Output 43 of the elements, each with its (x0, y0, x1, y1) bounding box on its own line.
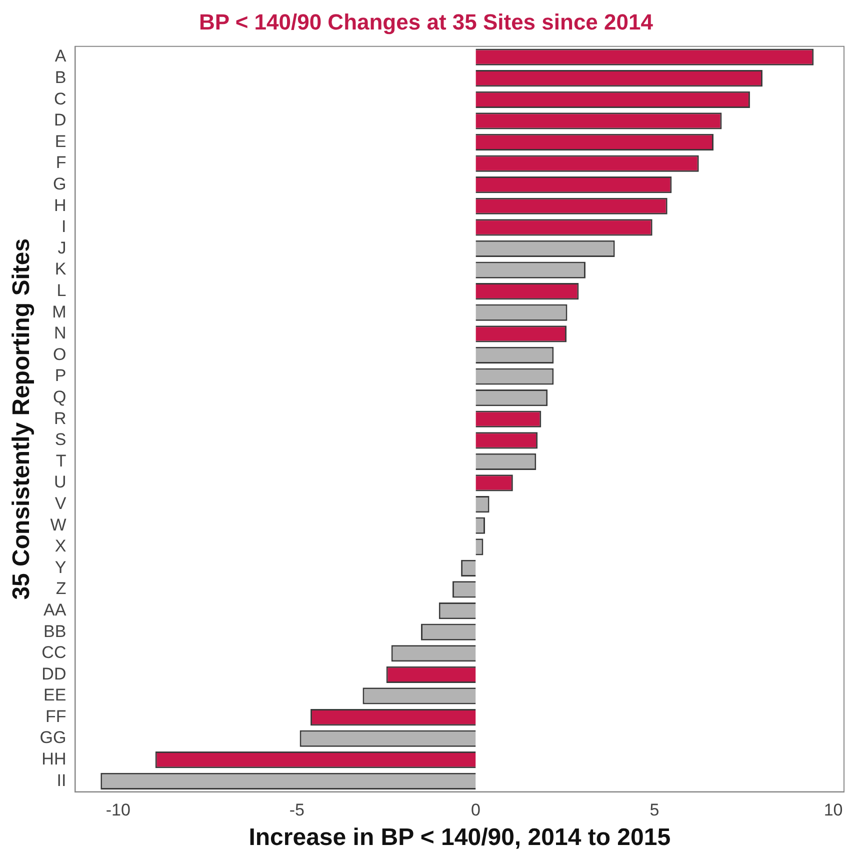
y-tick-label: S (54, 430, 66, 450)
y-tick-label: HH (42, 750, 66, 769)
y-tick-label: D (54, 110, 66, 130)
x-tick-label: 5 (650, 800, 660, 820)
y-tick-label: O (53, 344, 66, 364)
y-tick-label: C (54, 89, 66, 108)
y-axis-title: 35 Consistently Reporting Sites (8, 238, 36, 600)
y-tick-label: K (54, 260, 67, 279)
y-tick-label: Q (53, 387, 66, 406)
y-tick-label: R (54, 408, 66, 428)
y-tick-label: II (56, 770, 66, 790)
x-tick-label: -10 (106, 800, 130, 820)
y-tick-label: G (53, 174, 66, 194)
y-tick-label: AA (44, 600, 67, 620)
y-tick-label: P (54, 366, 66, 386)
y-tick-label: H (54, 196, 66, 215)
x-tick-label: 10 (824, 800, 843, 820)
y-tick-label: FF (45, 706, 66, 726)
y-tick-label: E (54, 132, 66, 151)
y-tick-label: I (62, 217, 66, 236)
y-tick-label: EE (44, 686, 66, 705)
y-tick-label: Y (54, 558, 66, 577)
y-tick-label: A (54, 46, 67, 66)
x-tick-label: 0 (470, 800, 480, 820)
y-tick-label: GG (40, 728, 66, 748)
y-tick-label: DD (42, 664, 66, 684)
y-tick-label: V (54, 494, 67, 513)
y-tick-label: X (54, 536, 66, 556)
chart-title: BP < 140/90 Changes at 35 Sites since 2014 (199, 9, 654, 34)
y-tick-label: L (56, 281, 66, 300)
y-tick-label: N (54, 324, 66, 343)
y-tick-label: U (54, 472, 66, 492)
y-tick-label: Z (56, 579, 66, 598)
x-axis-title: Increase in BP < 140/90, 2014 to 2015 (248, 824, 671, 852)
y-tick-label: CC (42, 643, 66, 662)
y-tick-label: W (50, 515, 66, 534)
y-tick-label: F (56, 153, 66, 172)
y-tick-label: M (52, 302, 66, 322)
y-tick-label: B (54, 68, 66, 88)
y-tick-label: BB (44, 622, 66, 641)
y-tick-label: T (56, 451, 66, 470)
y-tick-label: J (58, 238, 66, 258)
x-tick-label: -5 (289, 800, 304, 820)
